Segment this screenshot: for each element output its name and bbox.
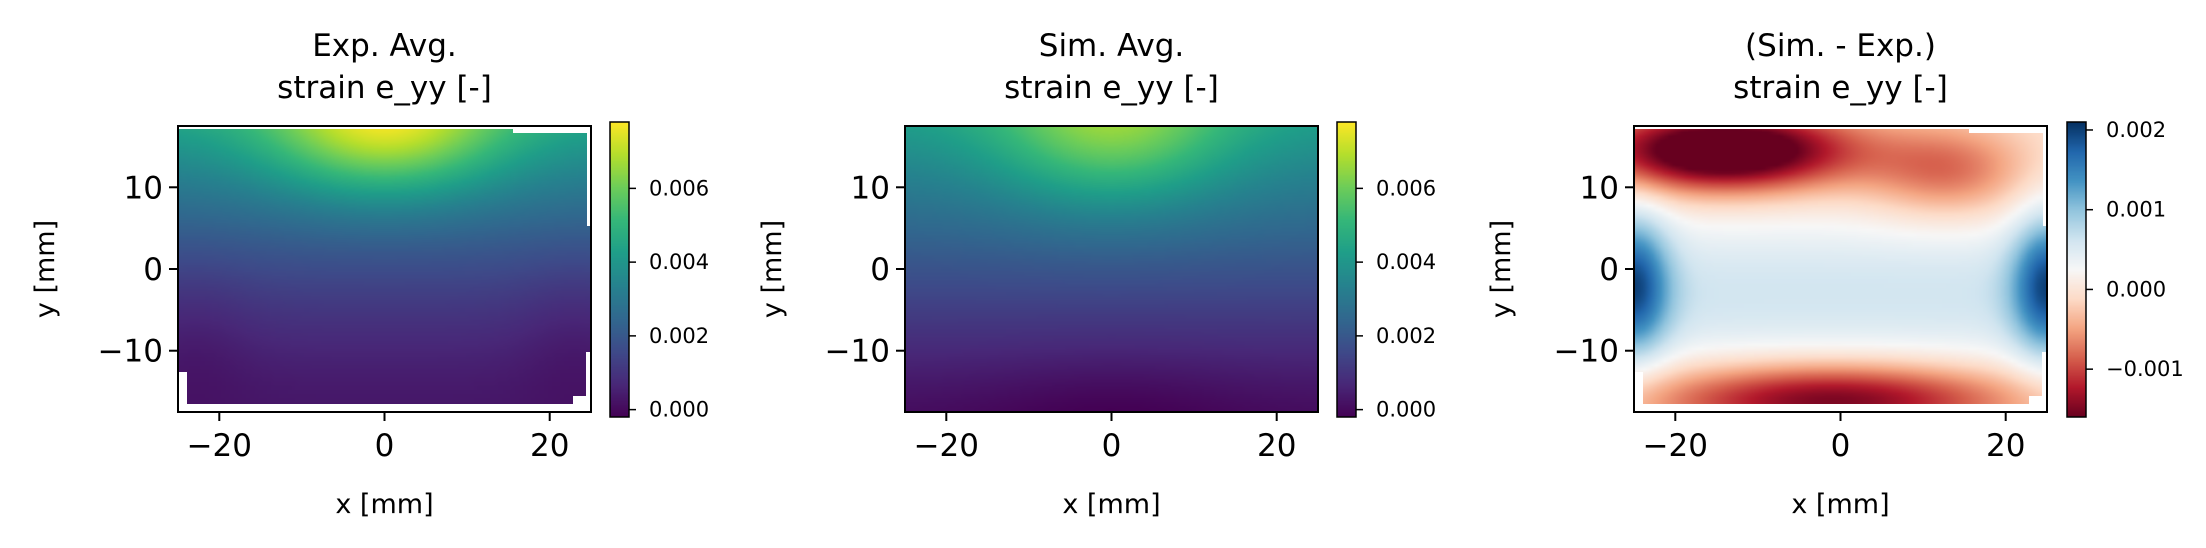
chart-title: Exp. Avg. strain e_yy [-] <box>277 28 492 106</box>
colorbar-frame <box>1336 121 1357 418</box>
y-tick-label: −10 <box>1554 334 1619 370</box>
chart-title-line: strain e_yy [-] <box>1004 70 1219 106</box>
y-tick-label: 10 <box>851 170 890 206</box>
colorbar-tick-label: 0.000 <box>649 398 709 422</box>
y-tick-label: 0 <box>870 252 890 288</box>
heatmap-image <box>1634 126 2047 412</box>
chart-title: (Sim. - Exp.) strain e_yy [-] <box>1733 28 1948 106</box>
colorbar-tick-label: 0.006 <box>649 176 709 200</box>
x-axis-label: x [mm] <box>1062 489 1160 520</box>
colorbar-tick-label: 0.000 <box>2106 277 2166 301</box>
y-tick-label: 0 <box>143 252 163 288</box>
chart-title-line: Sim. Avg. <box>1039 28 1184 64</box>
colorbar-tick-label: 0.004 <box>649 250 709 274</box>
x-tick-label: −20 <box>914 428 979 464</box>
y-axis-label: y [mm] <box>1486 220 1517 318</box>
chart-panel-1: Exp. Avg. strain e_yy [-] −20 0 20 10 0 −10 x [m… <box>30 28 709 520</box>
unmeasured-region <box>178 126 591 129</box>
unmeasured-region <box>1634 404 2047 412</box>
colorbar-tick-label: 0.000 <box>1376 398 1436 422</box>
chart-title-line: strain e_yy [-] <box>1733 70 1948 106</box>
x-tick-label: 0 <box>375 428 395 464</box>
colorbar-frame <box>609 121 630 418</box>
colorbar-tick-label: 0.002 <box>2106 118 2166 142</box>
y-tick-label: 10 <box>124 170 163 206</box>
x-tick-label: 20 <box>530 428 569 464</box>
x-axis-label: x [mm] <box>335 489 433 520</box>
x-tick-label: 0 <box>1102 428 1122 464</box>
unmeasured-region <box>586 352 591 412</box>
x-tick-label: −20 <box>187 428 252 464</box>
y-tick-label: 10 <box>1580 170 1619 206</box>
y-tick-label: 0 <box>1599 252 1619 288</box>
chart-title-line: (Sim. - Exp.) <box>1745 28 1936 64</box>
colorbar <box>2067 122 2086 417</box>
x-axis-label: x [mm] <box>1791 489 1889 520</box>
unmeasured-region <box>2043 126 2047 226</box>
unmeasured-region <box>1969 126 2047 133</box>
colorbar-tick-label: 0.004 <box>1376 250 1436 274</box>
colorbar <box>610 122 629 417</box>
unmeasured-region <box>178 404 591 412</box>
colorbar-tick-label: 0.002 <box>1376 324 1436 348</box>
y-tick-label: −10 <box>98 334 163 370</box>
colorbar-frame <box>2066 121 2087 418</box>
unmeasured-region <box>1634 372 1643 412</box>
heatmap-image <box>905 126 1318 412</box>
colorbar-tick-label: 0.001 <box>2106 198 2166 222</box>
x-tick-label: 20 <box>1986 428 2025 464</box>
unmeasured-region <box>178 372 187 412</box>
colorbar-tick-label: −0.001 <box>2106 357 2184 381</box>
y-axis-label: y [mm] <box>757 220 788 318</box>
unmeasured-region <box>513 126 591 133</box>
unmeasured-region <box>587 126 591 226</box>
unmeasured-region <box>2042 352 2047 412</box>
x-tick-label: −20 <box>1643 428 1708 464</box>
unmeasured-region <box>1634 126 2047 129</box>
chart-panel-2: Sim. Avg. strain e_yy [-] −20 0 20 10 0 −10 x [m… <box>757 28 1436 520</box>
colorbar <box>1337 122 1356 417</box>
chart-title-line: Exp. Avg. <box>312 28 457 64</box>
y-axis-label: y [mm] <box>30 220 61 318</box>
colorbar-tick-label: 0.006 <box>1376 176 1436 200</box>
heatmap-image <box>178 126 591 412</box>
x-tick-label: 0 <box>1831 428 1851 464</box>
chart-title-line: strain e_yy [-] <box>277 70 492 106</box>
x-tick-label: 20 <box>1257 428 1296 464</box>
chart-panel-3: (Sim. - Exp.) strain e_yy [-] −20 0 20 10 0 −10… <box>1486 28 2184 520</box>
chart-title: Sim. Avg. strain e_yy [-] <box>1004 28 1219 106</box>
colorbar-tick-label: 0.002 <box>649 324 709 348</box>
y-tick-label: −10 <box>825 334 890 370</box>
